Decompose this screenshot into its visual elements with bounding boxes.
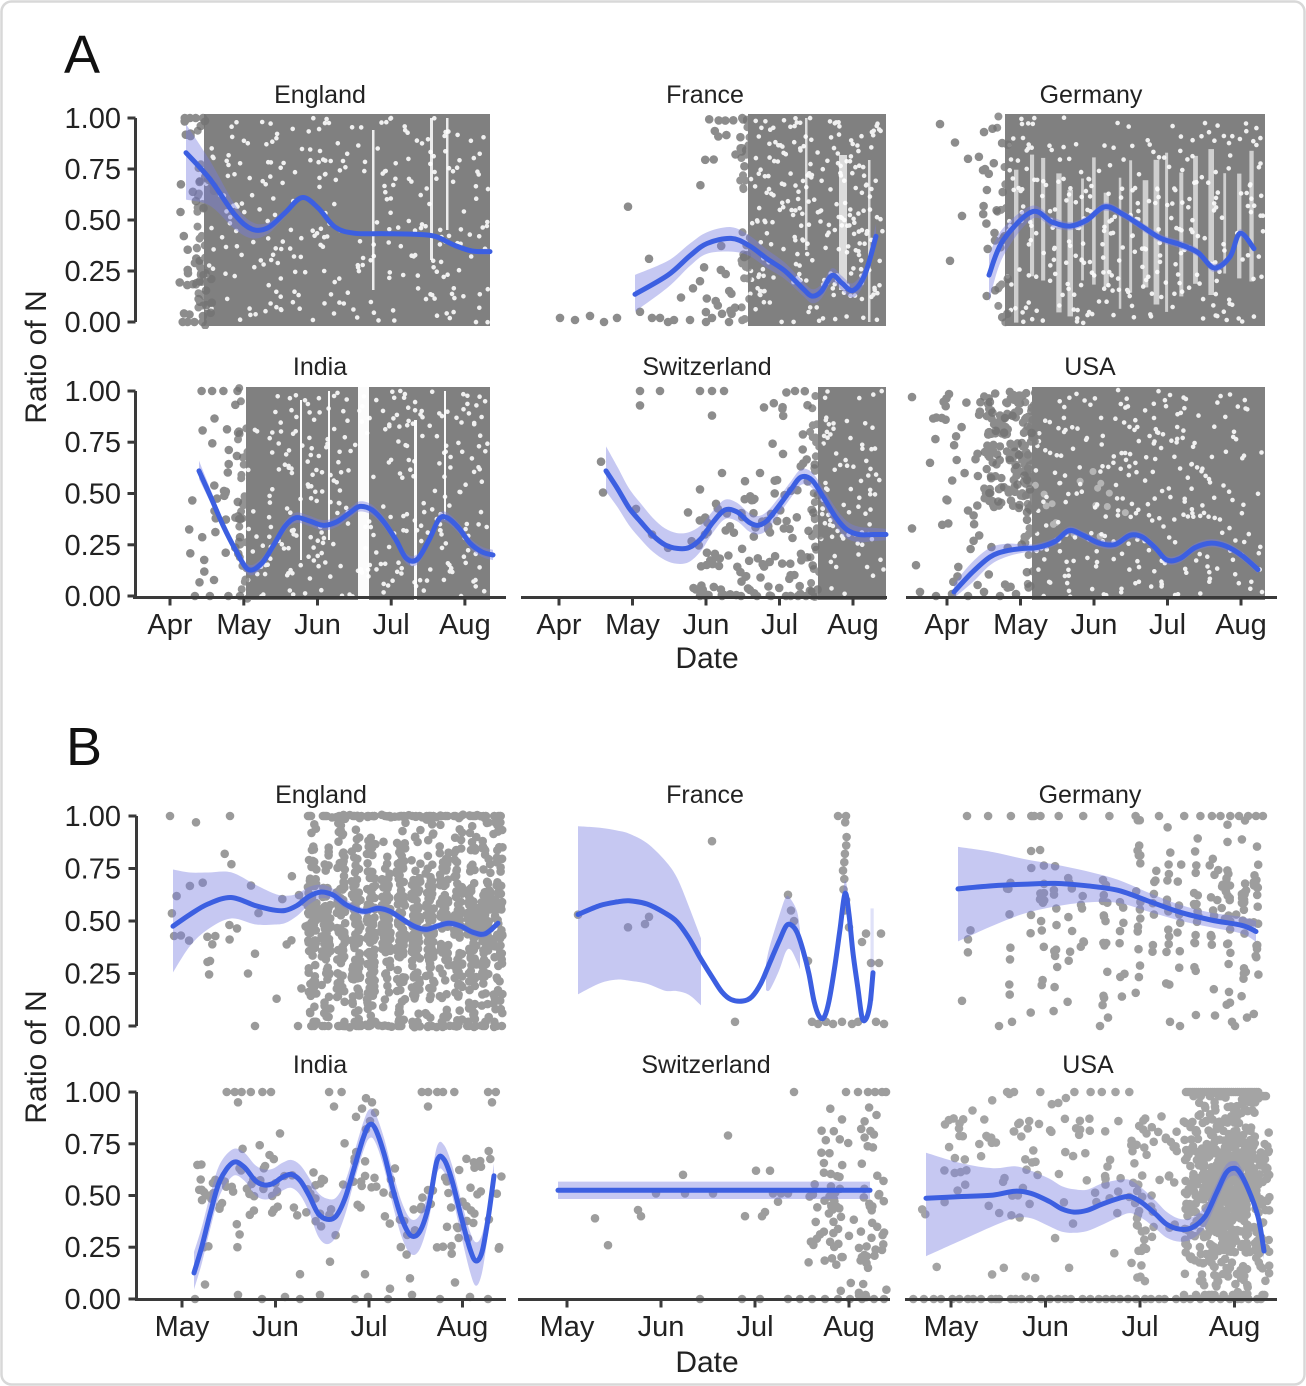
svg-text:India: India <box>293 353 347 381</box>
svg-text:0.25: 0.25 <box>65 1232 121 1264</box>
svg-text:0.75: 0.75 <box>65 1129 121 1161</box>
svg-text:0.25: 0.25 <box>65 530 121 562</box>
svg-text:Jun: Jun <box>683 609 730 641</box>
svg-text:Jul: Jul <box>350 1311 387 1343</box>
svg-text:May: May <box>540 1311 595 1343</box>
svg-text:Ratio of N: Ratio of N <box>20 990 53 1123</box>
svg-text:Apr: Apr <box>147 609 192 641</box>
svg-text:USA: USA <box>1062 1051 1114 1079</box>
svg-text:1.00: 1.00 <box>65 103 121 135</box>
svg-text:0.50: 0.50 <box>65 479 121 511</box>
svg-text:0.25: 0.25 <box>65 256 121 288</box>
svg-text:Date: Date <box>675 642 738 675</box>
svg-text:May: May <box>605 609 660 641</box>
svg-text:1.00: 1.00 <box>65 801 121 833</box>
svg-text:May: May <box>216 609 271 641</box>
svg-text:Jun: Jun <box>1071 609 1118 641</box>
svg-text:Jul: Jul <box>736 1311 773 1343</box>
svg-text:May: May <box>924 1311 979 1343</box>
svg-text:Germany: Germany <box>1039 781 1142 809</box>
svg-text:Jun: Jun <box>1022 1311 1069 1343</box>
svg-text:India: India <box>293 1051 347 1079</box>
svg-text:Aug: Aug <box>827 609 879 641</box>
svg-text:England: England <box>274 81 366 109</box>
svg-text:0.75: 0.75 <box>65 854 121 886</box>
svg-text:0.50: 0.50 <box>65 906 121 938</box>
svg-text:A: A <box>64 25 100 85</box>
svg-text:0.00: 0.00 <box>65 1011 121 1043</box>
svg-text:Aug: Aug <box>823 1311 875 1343</box>
svg-text:Switzerland: Switzerland <box>642 353 771 381</box>
svg-text:USA: USA <box>1064 353 1116 381</box>
svg-text:Apr: Apr <box>536 609 581 641</box>
svg-text:May: May <box>155 1311 210 1343</box>
svg-text:0.25: 0.25 <box>65 959 121 991</box>
svg-text:Jul: Jul <box>761 609 798 641</box>
svg-text:Germany: Germany <box>1040 81 1143 109</box>
svg-text:Aug: Aug <box>1209 1311 1261 1343</box>
svg-text:1.00: 1.00 <box>65 376 121 408</box>
svg-text:0.00: 0.00 <box>65 307 121 339</box>
svg-text:0.50: 0.50 <box>65 205 121 237</box>
svg-text:Switzerland: Switzerland <box>641 1051 770 1079</box>
svg-text:B: B <box>66 717 102 777</box>
svg-text:0.75: 0.75 <box>65 154 121 186</box>
svg-text:0.00: 0.00 <box>65 1284 121 1316</box>
svg-text:Jun: Jun <box>252 1311 299 1343</box>
svg-text:Jul: Jul <box>1149 609 1186 641</box>
svg-text:Jul: Jul <box>1121 1311 1158 1343</box>
svg-text:England: England <box>275 781 367 809</box>
svg-text:Jun: Jun <box>294 609 341 641</box>
svg-text:Apr: Apr <box>924 609 969 641</box>
svg-text:Jul: Jul <box>373 609 410 641</box>
svg-text:France: France <box>666 81 744 109</box>
svg-text:Aug: Aug <box>437 1311 489 1343</box>
svg-text:Jun: Jun <box>638 1311 685 1343</box>
svg-text:Ratio of N: Ratio of N <box>20 290 53 423</box>
svg-text:0.50: 0.50 <box>65 1181 121 1213</box>
svg-text:0.00: 0.00 <box>65 581 121 613</box>
svg-text:Date: Date <box>675 1346 738 1379</box>
svg-text:May: May <box>993 609 1048 641</box>
svg-text:Aug: Aug <box>439 609 491 641</box>
svg-text:0.75: 0.75 <box>65 427 121 459</box>
svg-text:France: France <box>666 781 744 809</box>
svg-text:1.00: 1.00 <box>65 1077 121 1109</box>
svg-text:Aug: Aug <box>1215 609 1267 641</box>
